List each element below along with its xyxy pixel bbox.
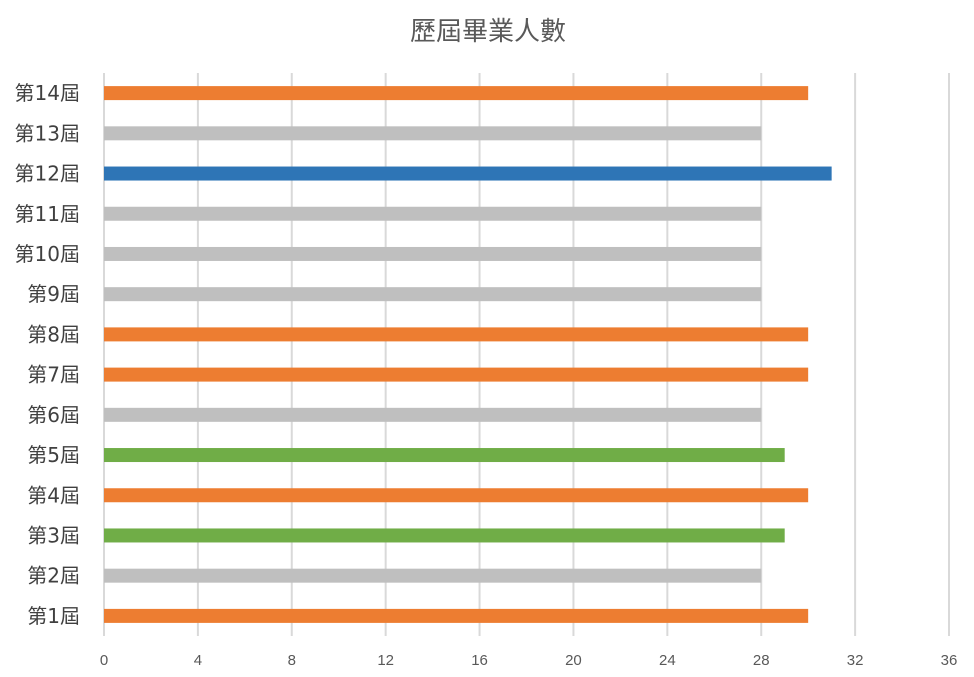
x-tick-label: 16 bbox=[471, 652, 488, 669]
bar bbox=[104, 448, 785, 463]
x-tick-label: 20 bbox=[565, 652, 582, 669]
gridlines bbox=[103, 73, 950, 636]
category-label: 第7屆 bbox=[27, 363, 80, 387]
bar bbox=[104, 488, 809, 503]
bar bbox=[104, 287, 762, 302]
bar bbox=[104, 86, 809, 101]
x-tick-label: 8 bbox=[288, 652, 296, 669]
category-label: 第11屆 bbox=[15, 202, 80, 226]
x-tick-label: 28 bbox=[753, 652, 770, 669]
category-label: 第10屆 bbox=[15, 242, 80, 266]
x-tick-label: 32 bbox=[847, 652, 864, 669]
bar bbox=[104, 246, 762, 261]
x-tick-label: 36 bbox=[941, 652, 958, 669]
category-label: 第6屆 bbox=[27, 403, 80, 427]
x-axis-tick-labels: 0 4 8 12 16 20 24 28 32 36 bbox=[100, 652, 958, 669]
category-label: 第14屆 bbox=[15, 81, 80, 105]
category-label: 第3屆 bbox=[27, 523, 80, 547]
category-label: 第13屆 bbox=[15, 121, 80, 145]
category-label: 第8屆 bbox=[27, 322, 80, 346]
category-label: 第1屆 bbox=[27, 604, 80, 628]
bar bbox=[104, 528, 785, 543]
category-label: 第5屆 bbox=[27, 443, 80, 467]
chart-title: 歷屆畢業人數 bbox=[410, 17, 566, 47]
bar bbox=[104, 206, 762, 221]
category-label: 第9屆 bbox=[27, 282, 80, 306]
category-label: 第12屆 bbox=[15, 162, 80, 186]
bar bbox=[104, 367, 809, 382]
bar bbox=[104, 327, 809, 342]
category-labels: 第1屆 第2屆 第3屆 第4屆 第5屆 第6屆 第7屆 第8屆 第9屆 第10屆 第11屆 第12屆 第… bbox=[15, 81, 80, 628]
category-label: 第4屆 bbox=[27, 483, 80, 507]
bar bbox=[104, 126, 762, 141]
x-tick-label: 4 bbox=[194, 652, 202, 669]
x-tick-label: 0 bbox=[100, 652, 108, 669]
x-tick-label: 24 bbox=[659, 652, 676, 669]
category-label: 第2屆 bbox=[27, 564, 80, 588]
bar bbox=[104, 568, 762, 583]
bar bbox=[104, 166, 832, 181]
bar bbox=[104, 407, 762, 422]
x-tick-label: 12 bbox=[377, 652, 394, 669]
bars bbox=[104, 86, 832, 623]
bar bbox=[104, 608, 809, 623]
